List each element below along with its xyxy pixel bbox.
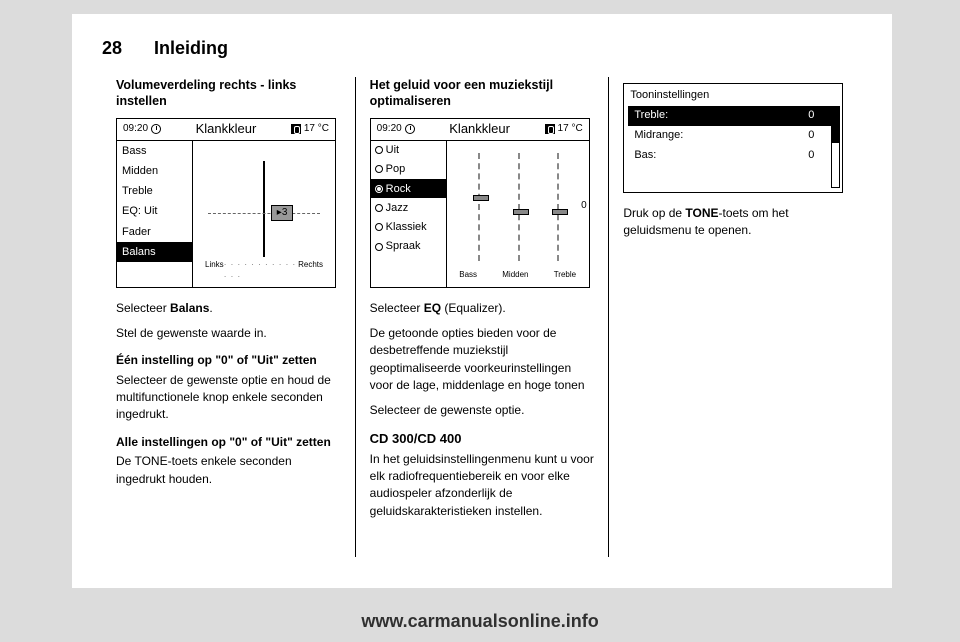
scrollbar <box>831 106 840 188</box>
col2-p2: De getoonde opties bieden voor de desbet… <box>370 325 595 395</box>
balance-center-line <box>263 161 265 257</box>
col1-heading: Volumeverdeling rechts - links instellen <box>116 77 341 110</box>
content-columns: Volumeverdeling rechts - links instellen… <box>102 77 862 557</box>
tone-row-value: 0 <box>808 148 814 164</box>
menu-item: Bass <box>117 141 192 161</box>
balance-dots: · · · · · · · · · · · · · · <box>224 259 298 282</box>
balance-right-label: Rechts <box>298 259 323 282</box>
tone-row-label: Treble: <box>634 108 668 124</box>
screenshot-eq: 09:20 Klankkleur 17 °C Uit Pop Rock Jazz… <box>370 118 590 288</box>
menu-item: EQ: Uit <box>117 201 192 221</box>
balance-pane: ▸3 Links · · · · · · · · · · · · · · Rec… <box>193 141 335 287</box>
eq-label-bass: Bass <box>459 269 477 281</box>
col2-heading: Het geluid voor een muziekstijl optimali… <box>370 77 595 110</box>
eq-label-midden: Midden <box>502 269 528 281</box>
col2-p1: Selecteer EQ (Equalizer). <box>370 300 595 317</box>
balance-left-label: Links <box>205 259 224 282</box>
slider-handle <box>552 209 568 215</box>
page-header: 28 Inleiding <box>102 38 862 59</box>
column-3: Tooninstellingen Treble: 0 Midrange: 0 B… <box>608 77 862 557</box>
radio-icon <box>375 223 383 231</box>
radio-icon <box>375 243 383 251</box>
eq-slider-bass <box>478 153 480 261</box>
balance-value: 3 <box>282 207 288 218</box>
eq-option: Uit <box>371 141 446 160</box>
screenshot-balance: 09:20 Klankkleur 17 °C Bass Midden Trebl… <box>116 118 336 288</box>
tone-row-label: Midrange: <box>634 128 683 144</box>
chapter-title: Inleiding <box>154 38 228 59</box>
col1-h4b: Alle instellingen op "0" of "Uit" zetten <box>116 434 341 451</box>
col2-p4: In het geluidsinstellingenmenu kunt u vo… <box>370 451 595 521</box>
eq-axis-labels: Bass Midden Treble <box>447 269 589 281</box>
slider-handle <box>473 195 489 201</box>
col2-h4: CD 300/CD 400 <box>370 430 595 449</box>
radio-icon <box>375 185 383 193</box>
col1-h4a: Één instelling op "0" of "Uit" zetten <box>116 352 341 369</box>
col1-p1: Selecteer Balans. <box>116 300 341 317</box>
col1-p4: De TONE-toets enkele seconden ingedrukt … <box>116 453 341 488</box>
screenshot-tone-settings: Tooninstellingen Treble: 0 Midrange: 0 B… <box>623 83 843 193</box>
tone-row-label: Bas: <box>634 148 656 164</box>
balance-track <box>208 213 320 221</box>
temp-label: 17 °C <box>304 122 329 137</box>
tone-row: Bas: 0 <box>628 146 838 166</box>
column-1: Volumeverdeling rechts - links instellen… <box>102 77 355 557</box>
radio-icon <box>375 146 383 154</box>
eq-slider-treble <box>557 153 559 261</box>
menu-item: Treble <box>117 181 192 201</box>
radio-icon <box>375 165 383 173</box>
tone-menu-list: Bass Midden Treble EQ: Uit Fader Balans <box>117 141 193 287</box>
status-bar: 09:20 Klankkleur 17 °C <box>117 119 335 141</box>
eq-option: Klassiek <box>371 218 446 237</box>
page-number: 28 <box>102 38 122 59</box>
time-label: 09:20 <box>123 122 148 137</box>
column-2: Het geluid voor een muziekstijl optimali… <box>355 77 609 557</box>
screen-title: Klankkleur <box>161 120 291 139</box>
tone-row-value: 0 <box>808 108 814 124</box>
eq-option-list: Uit Pop Rock Jazz Klassiek Spraak <box>371 141 447 287</box>
screen-title: Klankkleur <box>415 120 545 139</box>
eq-option-selected: Rock <box>371 179 446 198</box>
eq-option: Jazz <box>371 198 446 217</box>
eq-option: Spraak <box>371 237 446 256</box>
col3-p1: Druk op de TONE-toets om het geluidsmenu… <box>623 205 848 240</box>
eq-label-treble: Treble <box>554 269 576 281</box>
eq-slider-midden <box>518 153 520 261</box>
scrollbar-thumb <box>832 107 839 143</box>
tone-row-value: 0 <box>808 128 814 144</box>
balance-thumb: ▸3 <box>271 205 293 221</box>
eq-zero-label: 0 <box>581 199 587 214</box>
time-label: 09:20 <box>377 122 402 137</box>
clock-icon <box>405 124 415 134</box>
eq-option: Pop <box>371 160 446 179</box>
tone-settings-title: Tooninstellingen <box>624 86 842 106</box>
menu-item: Midden <box>117 161 192 181</box>
status-bar: 09:20 Klankkleur 17 °C <box>371 119 589 141</box>
tone-settings-body: Tooninstellingen Treble: 0 Midrange: 0 B… <box>624 84 842 168</box>
col1-p2: Stel de gewenste waarde in. <box>116 325 341 342</box>
col1-p3: Selecteer de gewenste optie en houd de m… <box>116 372 341 424</box>
clock-icon <box>151 124 161 134</box>
col2-p3: Selecteer de gewenste optie. <box>370 402 595 419</box>
radio-icon <box>375 204 383 212</box>
manual-page: 28 Inleiding Volumeverdeling rechts - li… <box>72 14 892 588</box>
eq-sliders-pane: 0 Bass Midden Treble <box>447 141 589 287</box>
balance-labels: Links · · · · · · · · · · · · · · Rechts <box>205 259 323 282</box>
slider-handle <box>513 209 529 215</box>
menu-item: Fader <box>117 222 192 242</box>
temp-icon <box>545 124 555 134</box>
tone-row: Midrange: 0 <box>628 126 838 146</box>
tone-row-selected: Treble: 0 <box>628 106 838 126</box>
watermark: www.carmanualsonline.info <box>0 611 960 632</box>
menu-item-selected: Balans <box>117 242 192 262</box>
temp-icon <box>291 124 301 134</box>
temp-label: 17 °C <box>558 122 583 137</box>
